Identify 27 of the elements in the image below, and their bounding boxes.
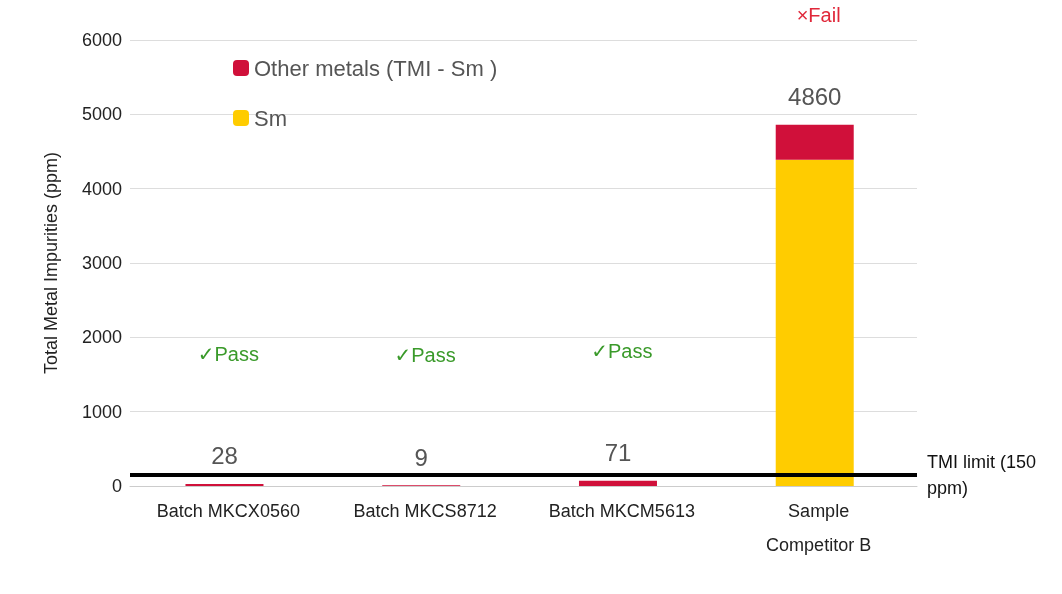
bar (775, 159, 854, 486)
y-axis-title: Total Metal Impurities (ppm) (41, 151, 61, 375)
y-tick-label: 4000 (81, 178, 122, 199)
bar (578, 480, 657, 486)
legend-label: Other metals (TMI - Sm ) (254, 55, 498, 81)
bar (775, 124, 854, 160)
bar (185, 483, 264, 486)
x-tick-label: Batch MKCX0560 (156, 501, 300, 521)
y-tick-label: 0 (111, 476, 122, 496)
legend-label: Sm (254, 105, 287, 131)
y-tick-label: 2000 (81, 327, 122, 348)
total-label: 71 (604, 439, 632, 467)
total-label: 9 (414, 443, 428, 471)
annotation: ✓Pass (197, 342, 259, 365)
x-tick-label: Batch MKCS8712 (353, 501, 497, 521)
y-tick-label: 3000 (81, 253, 122, 273)
x-tick-label: Sample Competitor B (766, 501, 872, 555)
text: ×Fail (796, 3, 841, 26)
x-tick-label: Batch MKCM5613 (548, 501, 695, 521)
y-tick-label: 5000 (81, 104, 122, 125)
total-label: 4860 (788, 83, 842, 111)
y-tick-label: 1000 (81, 401, 122, 422)
annotation: ✓Pass (394, 344, 456, 367)
y-tick-label: 6000 (81, 30, 122, 50)
total-label: 28 (211, 442, 238, 470)
ref-line-label: TMI limit (150 ppm) (927, 451, 1042, 498)
annotation: ✓Pass (591, 339, 653, 362)
